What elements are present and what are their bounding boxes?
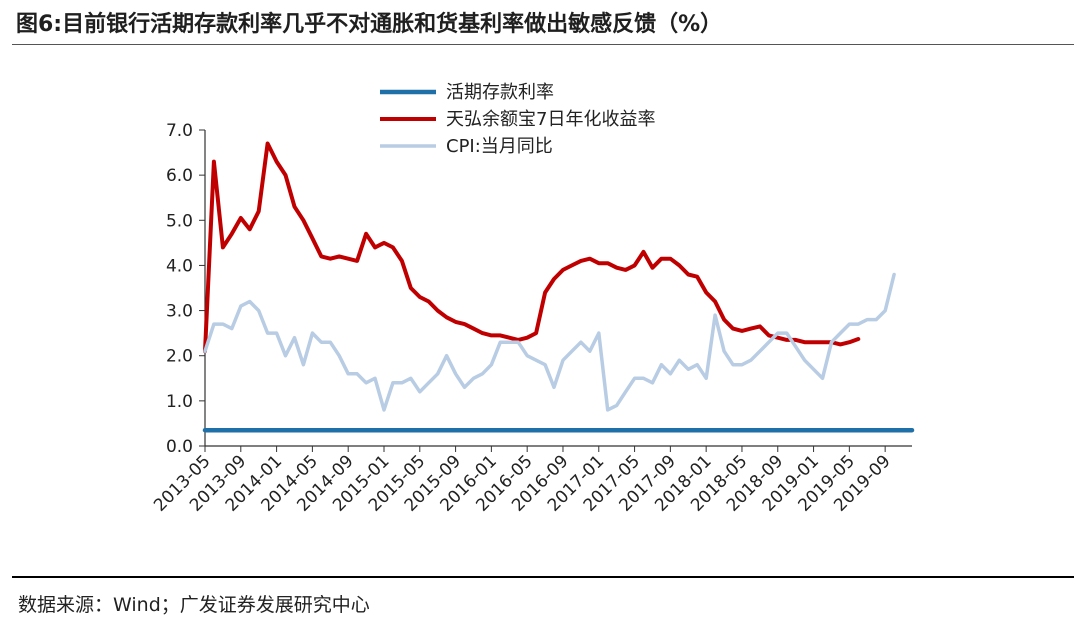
series-line-3 [203,272,896,412]
data-source-note: 数据来源：Wind；广发证券发展研究中心 [18,594,370,616]
title-divider [12,44,1074,45]
y-tick-label: 7.0 [166,121,193,141]
chart-title: 图6:目前银行活期存款利率几乎不对通胀和货基利率做出敏感反馈（%） [16,12,723,37]
y-tick-label: 2.0 [166,347,193,367]
legend-label-1: 活期存款利率 [446,82,554,103]
chart-series [202,141,915,433]
legend-label-2: 天弘余额宝7日年化收益率 [446,109,655,130]
series-line-2 [203,141,861,354]
y-tick-label: 4.0 [166,256,193,276]
y-tick-label: 5.0 [166,211,193,231]
legend-label-3: CPI:当月同比 [446,136,553,157]
y-tick-label: 1.0 [166,392,193,412]
y-tick-label: 3.0 [166,302,193,322]
chart-canvas: 0.01.02.03.04.05.06.07.02013-052013-0920… [150,82,915,516]
footer-divider [12,576,1074,578]
chart-axes [204,130,912,447]
y-tick-label: 6.0 [166,166,193,186]
y-tick-label: 0.0 [166,437,193,457]
